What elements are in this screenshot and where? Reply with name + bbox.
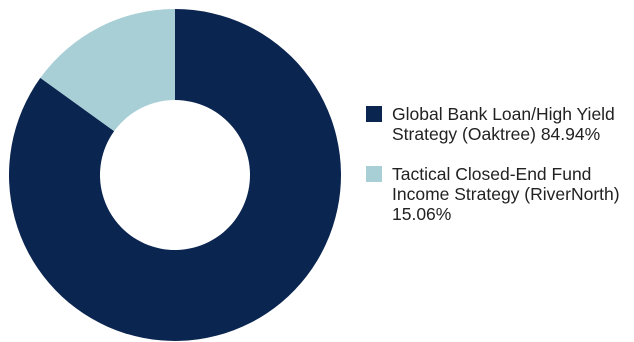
legend-swatch-oaktree [366,106,382,122]
donut-slice-rivernorth [40,9,175,132]
legend-item-rivernorth: Tactical Closed-End Fund Income Strategy… [366,164,628,224]
chart-legend: Global Bank Loan/High Yield Strategy (Oa… [366,104,628,224]
legend-swatch-rivernorth [366,166,382,182]
donut-slice-oaktree [8,9,341,341]
legend-item-oaktree: Global Bank Loan/High Yield Strategy (Oa… [366,104,628,144]
legend-label-oaktree: Global Bank Loan/High Yield Strategy (Oa… [392,104,615,144]
legend-value-rivernorth: 15.06% [392,204,452,224]
donut-chart [8,9,341,341]
legend-value-oaktree: 84.94% [540,124,601,144]
legend-label-rivernorth: Tactical Closed-End Fund Income Strategy… [392,164,620,204]
